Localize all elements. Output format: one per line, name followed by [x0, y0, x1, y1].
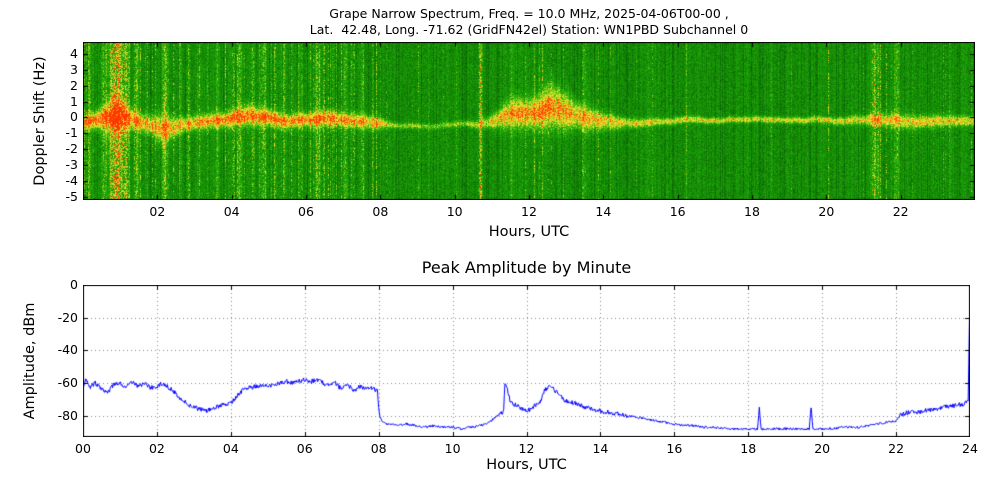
x-tick-label: 20: [818, 204, 835, 219]
x-tick-label: 18: [740, 441, 757, 456]
spectrogram-title-line2: Lat. 42.48, Long. -71.62 (GridFN42el) St…: [309, 22, 749, 37]
y-tick-label: 2: [70, 77, 78, 93]
x-tick-label: 14: [592, 441, 609, 456]
y-tick-label: -60: [57, 375, 78, 391]
x-tick-label: 16: [666, 441, 683, 456]
x-tick-label: 06: [296, 441, 313, 456]
x-tick-label: 10: [446, 204, 463, 219]
x-tick-label: 14: [595, 204, 612, 219]
x-tick-label: 06: [298, 204, 314, 219]
x-tick-label: 24: [962, 441, 978, 456]
amplitude-title: Peak Amplitude by Minute: [421, 258, 632, 277]
y-tick-label: 0: [70, 277, 78, 292]
y-tick-label: -2: [65, 141, 78, 157]
x-tick-label: 18: [744, 204, 760, 219]
x-tick-label: 02: [149, 204, 166, 219]
y-tick-label: 4: [70, 45, 78, 61]
x-tick-label: 10: [444, 441, 461, 456]
spectrogram-plot-area: [83, 42, 975, 200]
x-tick-label: 22: [892, 204, 909, 219]
y-tick-label: 0: [70, 109, 78, 125]
x-tick-label: 04: [222, 441, 239, 456]
y-tick-label: 1: [70, 93, 78, 109]
x-tick-label: 08: [372, 204, 389, 219]
y-tick-label: -5: [65, 188, 78, 204]
y-tick-label: -1: [65, 125, 78, 141]
y-tick-label: -4: [65, 172, 78, 188]
amplitude-x-axis-label: Hours, UTC: [486, 457, 567, 473]
amplitude-plot-area: [83, 285, 970, 437]
x-tick-label: 08: [370, 441, 387, 456]
x-tick-label: 02: [148, 441, 165, 456]
y-tick-label: -20: [57, 309, 78, 325]
x-tick-label: 00: [75, 441, 91, 456]
x-tick-label: 12: [518, 441, 535, 456]
spectrogram-title-line1: Grape Narrow Spectrum, Freq. = 10.0 MHz,…: [329, 6, 729, 21]
x-tick-label: 16: [669, 204, 686, 219]
y-tick-label: -80: [57, 407, 78, 423]
y-tick-label: 3: [70, 61, 78, 77]
x-tick-label: 22: [888, 441, 905, 456]
x-tick-label: 12: [521, 204, 537, 219]
x-tick-label: 20: [814, 441, 831, 456]
spectrogram-x-axis-label: Hours, UTC: [488, 224, 570, 240]
y-tick-label: -3: [65, 157, 78, 173]
x-tick-label: 04: [223, 204, 240, 219]
y-tick-label: -40: [57, 342, 78, 358]
